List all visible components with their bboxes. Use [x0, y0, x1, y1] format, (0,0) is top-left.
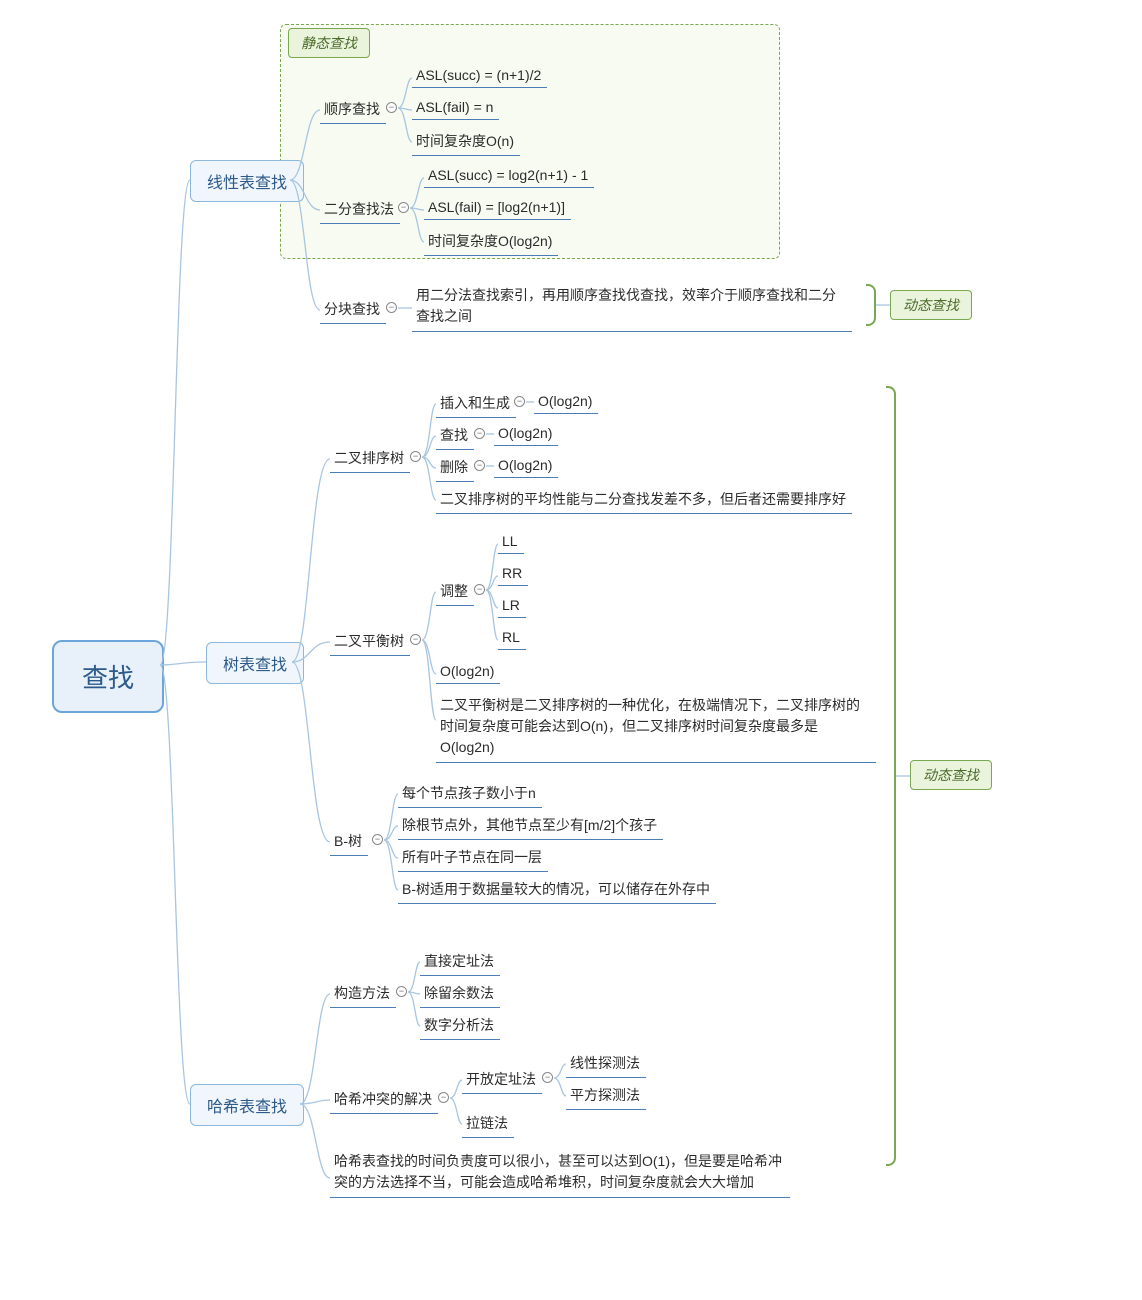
leaf-bin-1: ASL(fail) = [log2(n+1)] — [424, 196, 571, 220]
toggle-bst[interactable] — [410, 451, 421, 462]
leaf-btree-0: 每个节点孩子数小于n — [398, 780, 542, 808]
leaf-btree-2: 所有叶子节点在同一层 — [398, 844, 548, 872]
toggle-avl[interactable] — [410, 634, 421, 645]
static-search-label: 静态查找 — [288, 28, 370, 58]
toggle-open[interactable] — [542, 1072, 553, 1083]
branch-hash[interactable]: 哈希表查找 — [190, 1084, 304, 1126]
leaf-seq-2: 时间复杂度O(n) — [412, 128, 520, 156]
leaf-block-desc: 用二分法查找索引，再用顺序查找伐查找，效率介于顺序查找和二分查找之间 — [412, 282, 852, 332]
leaf-avl-rr: RR — [498, 562, 528, 586]
node-binary-search[interactable]: 二分查找法 — [320, 196, 400, 224]
leaf-avl-lr: LR — [498, 594, 526, 618]
node-seq-search[interactable]: 顺序查找 — [320, 96, 386, 124]
node-avl-adjust[interactable]: 调整 — [436, 578, 474, 606]
bracket-tree — [886, 386, 896, 1166]
leaf-seq-1: ASL(fail) = n — [412, 96, 499, 120]
toggle-collision[interactable] — [438, 1092, 449, 1103]
dynamic-label-2: 动态查找 — [910, 760, 992, 790]
node-bst-delete[interactable]: 删除 — [436, 454, 474, 482]
toggle-bin[interactable] — [398, 202, 409, 213]
leaf-avl-ll: LL — [498, 530, 524, 554]
branch-tree[interactable]: 树表查找 — [206, 642, 304, 684]
leaf-construct-1: 除留余数法 — [420, 980, 500, 1008]
node-chain: 拉链法 — [462, 1110, 514, 1138]
bracket-block — [866, 284, 876, 326]
leaf-hash-note: 哈希表查找的时间负责度可以很小，甚至可以达到O(1)，但是要是哈希冲突的方法选择… — [330, 1148, 790, 1198]
node-open-addr[interactable]: 开放定址法 — [462, 1066, 542, 1094]
leaf-avl-complexity: O(log2n) — [436, 660, 500, 684]
toggle-block[interactable] — [386, 302, 397, 313]
leaf-btree-1: 除根节点外，其他节点至少有[m/2]个孩子 — [398, 812, 663, 840]
node-bst-search[interactable]: 查找 — [436, 422, 474, 450]
leaf-bin-0: ASL(succ) = log2(n+1) - 1 — [424, 164, 594, 188]
toggle-btree[interactable] — [372, 834, 383, 845]
node-avl[interactable]: 二叉平衡树 — [330, 628, 410, 656]
toggle-avl-adjust[interactable] — [474, 584, 485, 595]
toggle-construct[interactable] — [396, 986, 407, 997]
toggle-seq[interactable] — [386, 102, 397, 113]
leaf-bst-insert-val: O(log2n) — [534, 390, 598, 414]
node-block-search[interactable]: 分块查找 — [320, 296, 386, 324]
leaf-construct-0: 直接定址法 — [420, 948, 500, 976]
toggle-bst-insert[interactable] — [514, 396, 525, 407]
mindmap-canvas: 静态查找 查找 线性表查找 顺序查找 ASL(succ) = (n+1)/2 A… — [20, 20, 1120, 1280]
node-bst-insert[interactable]: 插入和生成 — [436, 390, 516, 418]
branch-linear[interactable]: 线性表查找 — [190, 160, 304, 202]
leaf-avl-rl: RL — [498, 626, 526, 650]
leaf-construct-2: 数字分析法 — [420, 1012, 500, 1040]
leaf-bin-2: 时间复杂度O(log2n) — [424, 228, 558, 256]
node-hash-collision[interactable]: 哈希冲突的解决 — [330, 1086, 438, 1114]
leaf-seq-0: ASL(succ) = (n+1)/2 — [412, 64, 547, 88]
node-btree[interactable]: B-树 — [330, 828, 368, 856]
leaf-open-1: 平方探测法 — [566, 1082, 646, 1110]
leaf-open-0: 线性探测法 — [566, 1050, 646, 1078]
toggle-bst-search[interactable] — [474, 428, 485, 439]
node-hash-construct[interactable]: 构造方法 — [330, 980, 396, 1008]
leaf-bst-note: 二叉排序树的平均性能与二分查找发差不多，但后者还需要排序好 — [436, 486, 852, 514]
toggle-bst-delete[interactable] — [474, 460, 485, 471]
leaf-avl-note: 二叉平衡树是二叉排序树的一种优化，在极端情况下，二叉排序树的时间复杂度可能会达到… — [436, 692, 876, 763]
root-node[interactable]: 查找 — [52, 640, 164, 713]
leaf-bst-search-val: O(log2n) — [494, 422, 558, 446]
leaf-bst-delete-val: O(log2n) — [494, 454, 558, 478]
node-bst[interactable]: 二叉排序树 — [330, 445, 410, 473]
dynamic-label-1: 动态查找 — [890, 290, 972, 320]
leaf-btree-3: B-树适用于数据量较大的情况，可以储存在外存中 — [398, 876, 716, 904]
